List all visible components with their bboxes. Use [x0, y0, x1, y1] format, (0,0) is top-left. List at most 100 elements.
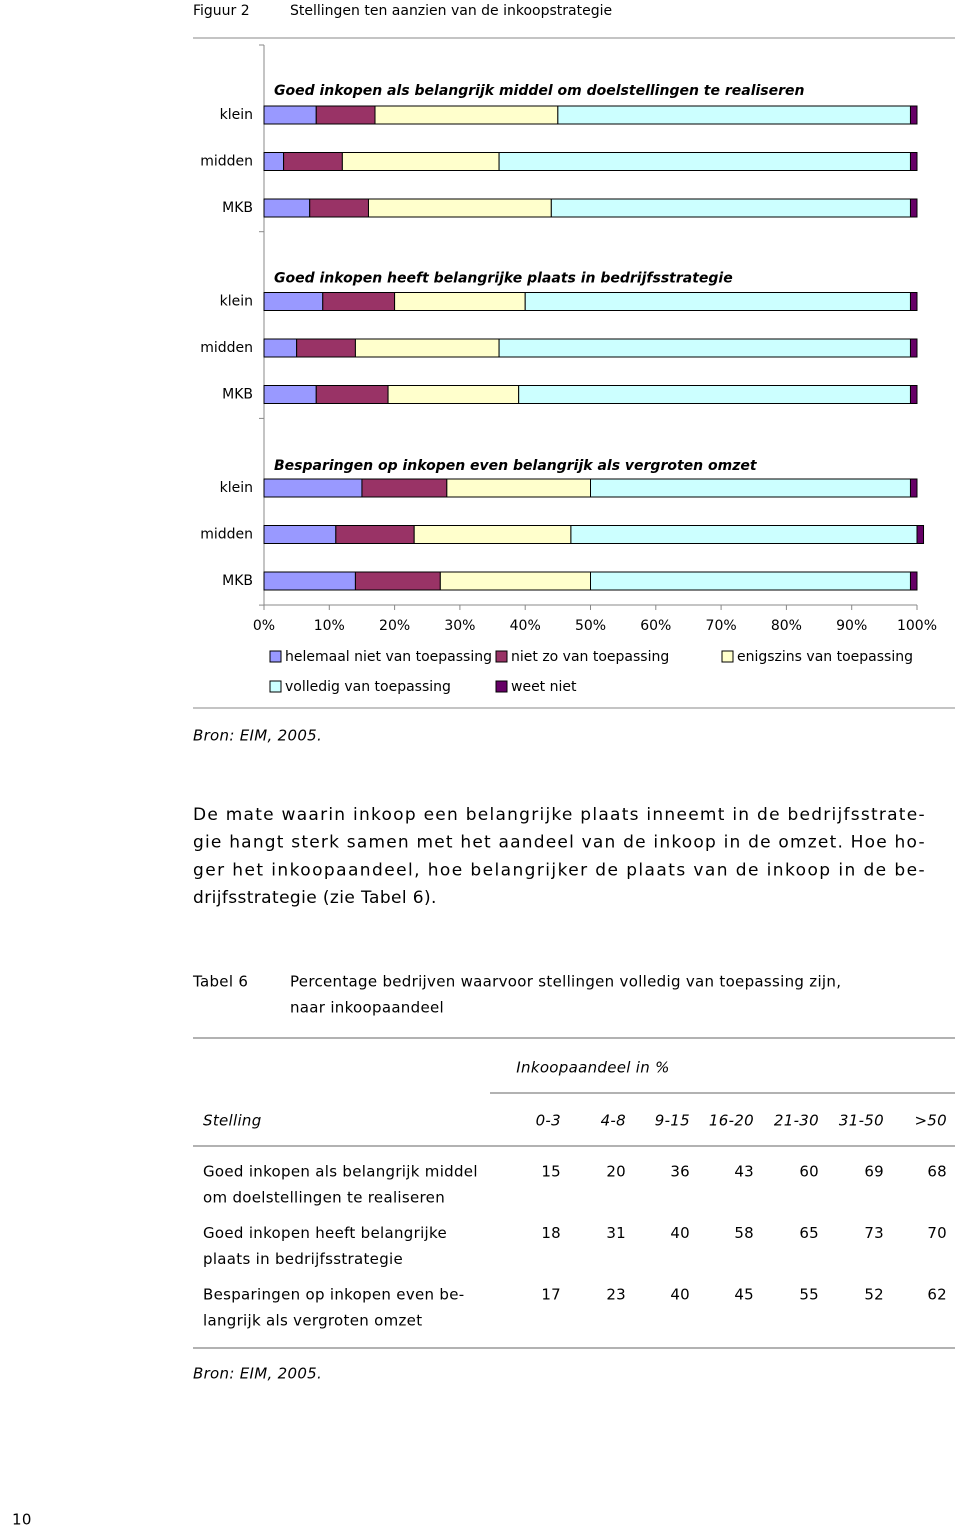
row-label: Goed inkopen heeft belangrijke — [203, 1224, 447, 1242]
x-tick-label: 90% — [836, 618, 867, 634]
bar — [374, 105, 559, 125]
source: Bron: EIM, 2005. — [193, 1365, 322, 1383]
cell: 40 — [670, 1224, 690, 1242]
table-group-header: Inkoopaandeel in % — [516, 1059, 669, 1077]
column-header: 0-3 — [536, 1112, 561, 1130]
bar — [909, 292, 918, 311]
x-tick-label: 100% — [897, 618, 937, 634]
bar — [263, 571, 356, 591]
x-tick-label: 10% — [314, 618, 345, 634]
x-tick-label: 30% — [444, 618, 475, 634]
cell: 52 — [864, 1286, 884, 1304]
cell: 73 — [864, 1224, 884, 1242]
cell: 58 — [734, 1224, 754, 1242]
x-tick-label: 60% — [640, 618, 671, 634]
x-tick-label: 20% — [379, 618, 410, 634]
legend-label: enigszins van toepassing — [737, 649, 913, 665]
group-title: Besparingen op inkopen even belangrijk a… — [274, 458, 758, 474]
bar — [557, 105, 911, 125]
table-label: Tabel 6 — [192, 973, 248, 991]
bar — [315, 385, 389, 404]
bar — [916, 525, 925, 544]
paragraph-line: drijfsstrategie (zie Tabel 6). — [193, 888, 437, 908]
cell: 70 — [927, 1224, 947, 1242]
bar — [296, 338, 356, 358]
paragraph-line: De mate waarin inkoop een belangrijke pl… — [193, 805, 925, 825]
y-tick-label: midden — [200, 527, 253, 543]
cell: 55 — [799, 1286, 819, 1304]
bar — [413, 525, 572, 544]
x-tick-label: 40% — [510, 618, 541, 634]
row-label: Besparingen op inkopen even be- — [203, 1286, 464, 1304]
bar — [263, 478, 363, 498]
row-label: langrijk als vergroten omzet — [203, 1312, 422, 1330]
table-caption: Percentage bedrijven waarvoor stellingen… — [290, 973, 841, 991]
cell: 69 — [864, 1163, 884, 1181]
bar — [387, 385, 520, 404]
bar — [498, 152, 911, 171]
legend-label: helemaal niet van toepassing — [285, 649, 492, 665]
bar — [263, 525, 337, 544]
cell: 20 — [606, 1163, 626, 1181]
x-tick-label: 0% — [253, 618, 275, 634]
cell: 68 — [927, 1163, 947, 1181]
page-number: 10 — [12, 1511, 32, 1529]
cell: 23 — [606, 1286, 626, 1304]
bar — [909, 198, 918, 218]
bar — [909, 152, 918, 171]
figure-title: Stellingen ten aanzien van de inkoopstra… — [290, 3, 612, 19]
group-title: Goed inkopen heeft belangrijke plaats in… — [274, 271, 733, 287]
cell: 18 — [541, 1224, 561, 1242]
paragraph-line: ger het inkoopaandeel, hoe belangrijker … — [193, 860, 925, 880]
x-tick-label: 70% — [706, 618, 737, 634]
cell: 65 — [799, 1224, 819, 1242]
cell: 31 — [606, 1224, 626, 1242]
legend-label: niet zo van toepassing — [511, 649, 669, 665]
row-label: Goed inkopen als belangrijk middel — [203, 1163, 478, 1181]
figure-label: Figuur 2 — [193, 3, 250, 19]
paragraph-line: gie hangt sterk samen met het aandeel va… — [193, 833, 925, 853]
bar — [570, 525, 918, 544]
legend-swatch — [721, 650, 734, 663]
bar — [909, 571, 918, 591]
bar — [394, 292, 526, 311]
legend-swatch — [495, 680, 508, 693]
bar — [498, 338, 911, 358]
column-header: 16-20 — [709, 1112, 754, 1130]
y-tick-label: MKB — [222, 200, 253, 216]
y-tick-label: midden — [200, 340, 253, 356]
bar — [315, 105, 376, 125]
bar — [909, 338, 918, 358]
bar — [263, 292, 324, 311]
column-header: 4-8 — [601, 1112, 626, 1130]
cell: 40 — [670, 1286, 690, 1304]
bar — [335, 525, 415, 544]
column-header: 31-50 — [839, 1112, 884, 1130]
cell: 60 — [799, 1163, 819, 1181]
bar — [283, 152, 343, 171]
y-tick-label: klein — [220, 107, 253, 123]
group-title: Goed inkopen als belangrijk middel om do… — [274, 83, 805, 99]
source: Bron: EIM, 2005. — [193, 727, 322, 745]
table-caption: naar inkoopaandeel — [290, 999, 444, 1017]
bar — [263, 338, 298, 358]
bar — [909, 385, 918, 404]
y-tick-label: MKB — [222, 573, 253, 589]
cell: 45 — [734, 1286, 754, 1304]
column-header: Stelling — [203, 1112, 262, 1130]
cell: 17 — [541, 1286, 561, 1304]
bar — [263, 152, 285, 171]
legend-swatch — [269, 650, 282, 663]
bar — [361, 478, 448, 498]
cell: 36 — [670, 1163, 690, 1181]
legend-swatch — [495, 650, 508, 663]
bar — [354, 571, 441, 591]
y-tick-label: MKB — [222, 387, 253, 403]
row-label: plaats in bedrijfsstrategie — [203, 1250, 403, 1268]
bar — [367, 198, 552, 218]
bar — [263, 385, 317, 404]
y-tick-label: klein — [220, 294, 253, 310]
cell: 15 — [541, 1163, 561, 1181]
bar — [524, 292, 911, 311]
